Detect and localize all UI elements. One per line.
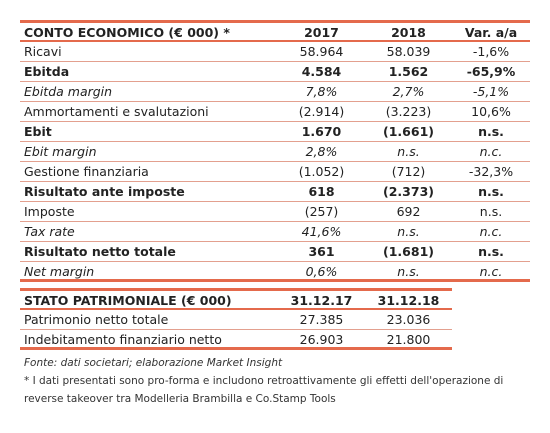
value-2017: (257) [278, 202, 365, 222]
row-label: Risultato netto totale [20, 242, 278, 262]
financial-summary: CONTO ECONOMICO (€ 000) * 2017 2018 Var.… [20, 20, 530, 408]
value-var: -1,6% [452, 42, 530, 62]
value-var: n.s. [452, 242, 530, 262]
value-2018: n.s. [365, 262, 452, 282]
value-2017: 618 [278, 182, 365, 202]
column-header-label: CONTO ECONOMICO (€ 000) * [20, 20, 278, 42]
value-var: n.c. [452, 142, 530, 162]
value-2018: 21.800 [365, 330, 452, 350]
value-var: 10,6% [452, 102, 530, 122]
column-header-var: Var. a/a [452, 20, 530, 42]
value-2018: 692 [365, 202, 452, 222]
value-2017: 7,8% [278, 82, 365, 102]
value-2018: 2,7% [365, 82, 452, 102]
value-2017: 41,6% [278, 222, 365, 242]
column-header-2018: 31.12.18 [365, 288, 452, 310]
value-2017: (2.914) [278, 102, 365, 122]
column-header-2017: 2017 [278, 20, 365, 42]
column-header-2017: 31.12.17 [278, 288, 365, 310]
column-header-label: STATO PATRIMONIALE (€ 000) [20, 288, 278, 310]
row-label: Ebit margin [20, 142, 278, 162]
value-var: -32,3% [452, 162, 530, 182]
value-var: -5,1% [452, 82, 530, 102]
row-label: Ebitda [20, 62, 278, 82]
row-label: Imposte [20, 202, 278, 222]
row-label: Indebitamento finanziario netto [20, 330, 278, 350]
row-label: Tax rate [20, 222, 278, 242]
value-2017: 26.903 [278, 330, 365, 350]
row-label: Gestione finanziaria [20, 162, 278, 182]
value-var: n.s. [452, 182, 530, 202]
notes: Fonte: dati societari; elaborazione Mark… [20, 354, 530, 408]
value-2018: (2.373) [365, 182, 452, 202]
value-2017: 2,8% [278, 142, 365, 162]
value-var: n.c. [452, 262, 530, 282]
value-2018: (3.223) [365, 102, 452, 122]
value-var: n.s. [452, 202, 530, 222]
row-label: Net margin [20, 262, 278, 282]
value-2017: 361 [278, 242, 365, 262]
value-2017: (1.052) [278, 162, 365, 182]
value-2017: 27.385 [278, 310, 365, 330]
value-2018: 23.036 [365, 310, 452, 330]
value-var: n.c. [452, 222, 530, 242]
row-label: Ricavi [20, 42, 278, 62]
row-label: Ebitda margin [20, 82, 278, 102]
row-label: Ammortamenti e svalutazioni [20, 102, 278, 122]
footnote: * I dati presentati sono pro-forma e inc… [24, 375, 504, 405]
value-var: n.s. [452, 122, 530, 142]
row-label: Risultato ante imposte [20, 182, 278, 202]
column-header-2018: 2018 [365, 20, 452, 42]
value-2018: n.s. [365, 142, 452, 162]
value-2018: 1.562 [365, 62, 452, 82]
value-2017: 58.964 [278, 42, 365, 62]
balance-sheet-table: STATO PATRIMONIALE (€ 000) 31.12.17 31.1… [20, 288, 530, 350]
source-note: Fonte: dati societari; elaborazione Mark… [24, 357, 283, 369]
row-label: Ebit [20, 122, 278, 142]
value-2017: 4.584 [278, 62, 365, 82]
value-2018: (1.681) [365, 242, 452, 262]
value-2018: (712) [365, 162, 452, 182]
income-statement-table: CONTO ECONOMICO (€ 000) * 2017 2018 Var.… [20, 20, 530, 282]
value-2018: (1.661) [365, 122, 452, 142]
value-2018: 58.039 [365, 42, 452, 62]
value-2017: 1.670 [278, 122, 365, 142]
value-var: -65,9% [452, 62, 530, 82]
value-2018: n.s. [365, 222, 452, 242]
row-label: Patrimonio netto totale [20, 310, 278, 330]
value-2017: 0,6% [278, 262, 365, 282]
